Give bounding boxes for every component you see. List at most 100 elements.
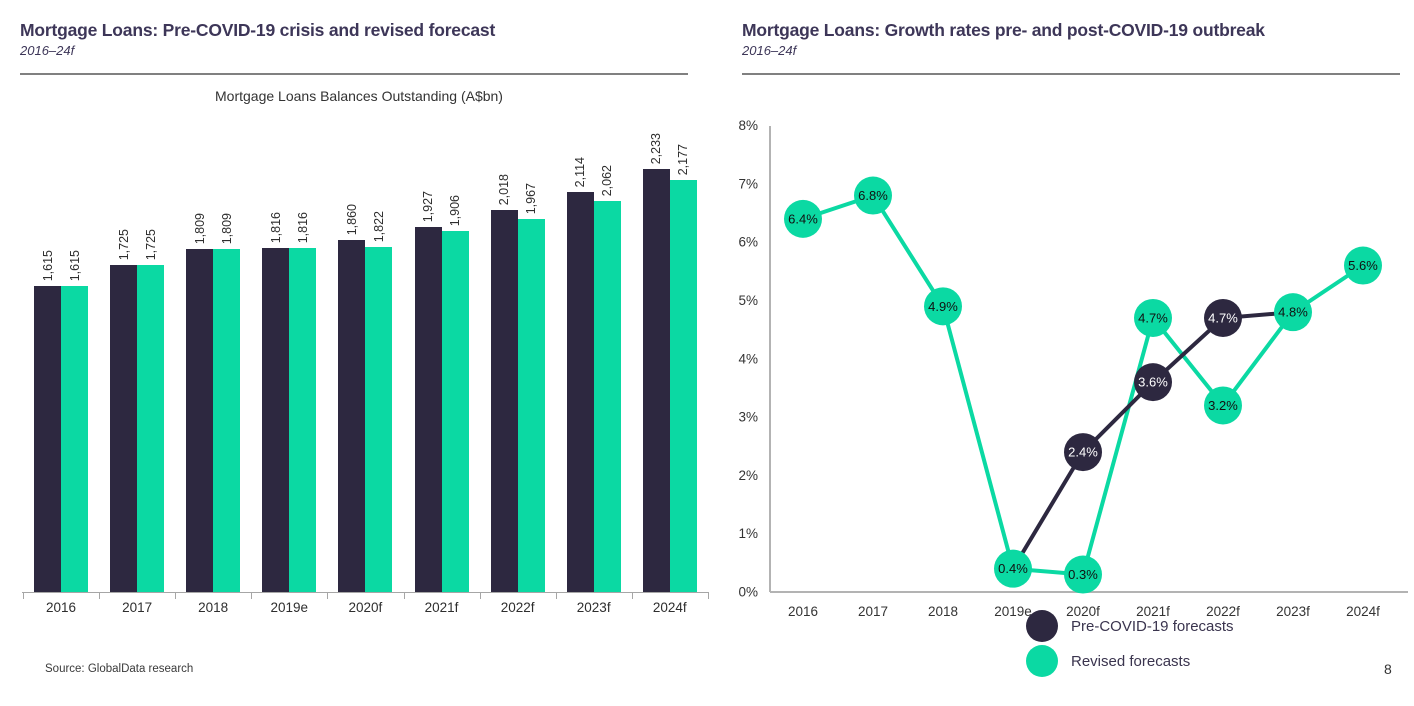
source-note: Source: GlobalData research — [45, 663, 194, 675]
bar-chart-title: Mortgage Loans Balances Outstanding (A$b… — [215, 88, 503, 104]
bar-dark-2020f — [338, 240, 366, 592]
bar-x-axis-tick — [251, 592, 253, 599]
bar-x-tick-label: 2019e — [270, 600, 309, 615]
bar-x-tick-label: 2017 — [122, 600, 153, 615]
marker-data-label: 6.4% — [788, 211, 818, 226]
bar-green-2018 — [213, 249, 241, 592]
x-tick-label: 2020f — [1066, 604, 1100, 619]
bar-x-tick-label: 2023f — [576, 600, 611, 615]
bar-green-2017 — [137, 265, 165, 592]
marker-data-label: 3.2% — [1208, 398, 1238, 413]
y-tick-label: 7% — [738, 176, 758, 191]
bar-dark-2016 — [34, 286, 61, 592]
bar-value-label: 1,615 — [67, 249, 82, 281]
y-tick-label: 0% — [738, 585, 758, 600]
bar-x-axis-tick — [631, 592, 633, 599]
bar-x-axis-tick — [479, 592, 481, 599]
bar-dark-2024f — [642, 169, 670, 592]
marker-dark-2020f — [1064, 433, 1102, 472]
bar-value-label: 2,018 — [497, 173, 512, 205]
marker-green-2017 — [854, 176, 892, 215]
marker-green-2016 — [784, 199, 822, 238]
left-panel-subtitle: 2016–24f — [20, 43, 75, 58]
marker-data-label: 4.9% — [928, 299, 958, 314]
bar-x-tick-label: 2021f — [424, 600, 459, 615]
bar-green-2019e — [289, 248, 317, 592]
right-panel-subtitle: 2016–24f — [742, 43, 797, 58]
marker-data-label: 6.8% — [858, 188, 888, 203]
marker-data-label: 0.4% — [998, 561, 1028, 576]
bar-dark-2018 — [186, 249, 214, 592]
marker-dark-2022f — [1204, 298, 1242, 337]
marker-data-label: 4.7% — [1138, 310, 1168, 325]
y-tick-label: 4% — [738, 351, 758, 366]
bar-x-tick-label: 2018 — [198, 600, 229, 615]
marker-green-2019e — [994, 549, 1032, 588]
bar-dark-2023f — [566, 192, 594, 592]
bar-green-2024f — [669, 180, 697, 592]
bar-value-label: 2,233 — [649, 132, 664, 164]
bar-x-axis-tick — [403, 592, 405, 599]
bar-x-tick-label: 2020f — [348, 600, 383, 615]
x-tick-label: 2022f — [1206, 604, 1240, 619]
marker-green-2022f — [1204, 386, 1242, 425]
bar-value-label: 1,725 — [143, 228, 158, 260]
bar-value-label: 1,927 — [421, 190, 435, 222]
y-tick-label: 8% — [738, 118, 758, 133]
x-tick-label: 2021f — [1136, 604, 1170, 619]
marker-data-label: 4.7% — [1208, 310, 1238, 325]
marker-data-label: 3.6% — [1138, 375, 1168, 390]
marker-data-label: 0.3% — [1068, 567, 1098, 582]
marker-green-2018 — [924, 287, 962, 326]
y-tick-label: 3% — [738, 410, 758, 425]
bar-x-axis-tick — [175, 592, 177, 599]
legend-item-revised-forecasts: Revised forecasts — [1026, 645, 1190, 677]
right-panel-divider — [742, 73, 1400, 75]
bar-value-label: 2,062 — [600, 164, 615, 196]
x-tick-label: 2023f — [1276, 604, 1310, 619]
x-tick-label: 2016 — [788, 604, 818, 619]
legend-label-revised: Revised forecasts — [1071, 652, 1191, 670]
bar-value-label: 1,809 — [192, 212, 207, 244]
marker-green-2023f — [1274, 293, 1312, 332]
bar-value-label: 1,906 — [448, 194, 462, 226]
marker-green-2021f — [1134, 298, 1172, 337]
right-panel-title: Mortgage Loans: Growth rates pre- and po… — [742, 20, 1265, 40]
marker-dark-2021f — [1134, 363, 1172, 402]
bar-x-axis-tick — [707, 592, 709, 599]
bar-x-axis-tick — [99, 592, 101, 599]
y-tick-label: 1% — [738, 526, 758, 541]
legend-label-pre-covid: Pre-COVID-19 forecasts — [1071, 617, 1234, 635]
bar-x-axis-line — [22, 592, 708, 593]
bar-value-label: 2,177 — [676, 143, 691, 175]
y-tick-label: 6% — [738, 235, 758, 250]
marker-data-label: 5.6% — [1348, 258, 1378, 273]
y-tick-label: 5% — [738, 293, 758, 308]
bar-x-tick-label: 2024f — [652, 600, 687, 615]
bar-value-label: 1,860 — [344, 203, 359, 235]
bar-value-label: 1,967 — [524, 182, 539, 214]
bar-value-label: 1,615 — [40, 249, 55, 281]
left-panel-title: Mortgage Loans: Pre-COVID-19 crisis and … — [20, 20, 496, 40]
bar-value-label: 1,816 — [268, 211, 283, 243]
line-chart: 0% 1% 2% 3% 4% 5% 6% 7% 8% 2016 2017 2018 2019e 2020f… — [738, 118, 1408, 619]
bar-value-label: 1,816 — [295, 211, 310, 243]
bar-x-tick-label: 2016 — [45, 600, 77, 615]
legend-item-pre-covid-forecasts: Pre-COVID-19 forecasts — [1026, 610, 1234, 642]
bar-x-axis-tick — [327, 592, 329, 599]
y-tick-label: 2% — [738, 468, 758, 483]
bar-value-label: 2,114 — [573, 156, 588, 187]
bar-value-label: 1,822 — [371, 210, 386, 242]
bar-green-2022f — [517, 219, 545, 592]
x-tick-label: 2024f — [1346, 604, 1380, 619]
bar-green-2016 — [61, 286, 88, 592]
bar-dark-2019e — [262, 248, 290, 592]
bar-green-2020f — [365, 247, 393, 592]
page-number: 8 — [1384, 661, 1392, 677]
bar-value-label: 1,809 — [219, 212, 234, 244]
bar-x-axis-tick — [23, 592, 24, 599]
marker-green-2020f — [1064, 555, 1102, 594]
x-tick-label: 2018 — [928, 604, 958, 619]
line-series-dark — [1011, 310, 1294, 570]
bar-green-2021f — [441, 231, 469, 592]
